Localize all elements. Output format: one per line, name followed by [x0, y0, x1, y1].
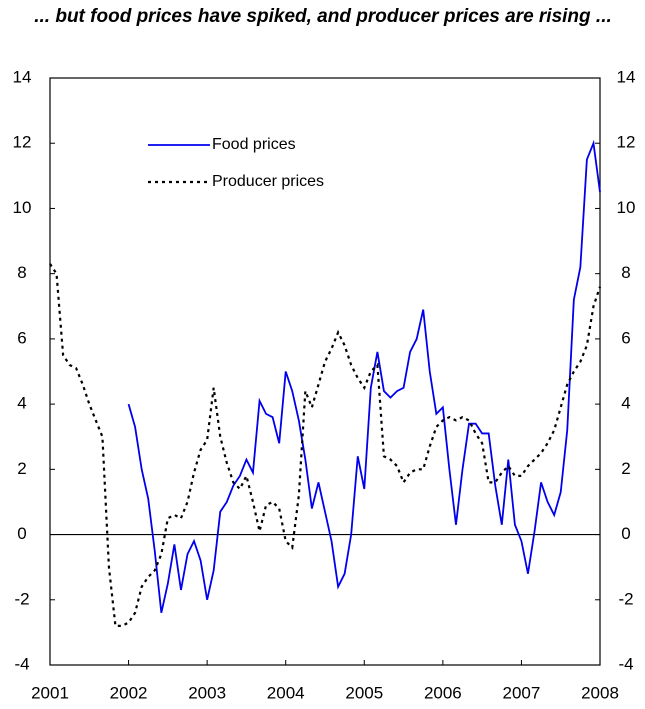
legend-label: Producer prices	[212, 173, 324, 190]
chart-title: ... but food prices have spiked, and pro…	[34, 6, 612, 27]
y-tick-label: -4	[14, 654, 29, 673]
plot-frame	[49, 77, 601, 666]
series-line	[127, 139, 601, 614]
y-tick-label: 8	[17, 263, 26, 282]
x-tick-label: 2006	[424, 683, 462, 702]
x-tick-label: 2001	[31, 683, 69, 702]
y2-tick-label: 2	[621, 459, 630, 478]
y2-tick-label: 14	[617, 67, 636, 86]
y-tick-label: 0	[17, 524, 26, 543]
y-tick-label: 2	[17, 459, 26, 478]
y2-tick-label: 4	[621, 394, 630, 413]
y2-tick-label: -2	[618, 589, 633, 608]
y-tick-label: 14	[13, 67, 32, 86]
x-tick-label: 2005	[345, 683, 383, 702]
series-line	[49, 263, 602, 627]
x-tick-label: 2007	[503, 683, 541, 702]
y2-tick-label: 0	[621, 524, 630, 543]
y-tick-label: 12	[13, 133, 32, 152]
x-tick-label: 2008	[581, 683, 619, 702]
y-tick-label: 4	[17, 394, 26, 413]
x-tick-label: 2004	[267, 683, 305, 702]
y2-tick-label: 12	[617, 133, 636, 152]
y2-tick-label: 8	[621, 263, 630, 282]
y2-tick-label: 6	[621, 328, 630, 347]
y-tick-label: -2	[14, 589, 29, 608]
y-tick-label: 10	[13, 198, 32, 217]
y-tick-label: 6	[17, 328, 26, 347]
legend-label: Food prices	[212, 136, 296, 153]
y2-tick-label: 10	[617, 198, 636, 217]
y2-tick-label: -4	[618, 654, 633, 673]
x-tick-label: 2003	[188, 683, 226, 702]
x-tick-label: 2002	[110, 683, 148, 702]
